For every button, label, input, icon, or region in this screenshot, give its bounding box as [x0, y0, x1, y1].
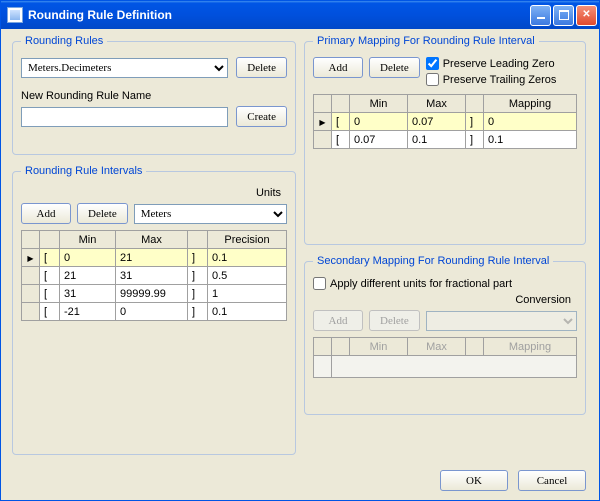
window-title: Rounding Rule Definition [28, 8, 530, 22]
table-row[interactable]: [00.07]0 [314, 113, 577, 131]
secondary-delete-button: Delete [369, 310, 420, 331]
secondary-table: Min Max Mapping [313, 337, 577, 378]
units-label: Units [21, 187, 287, 199]
primary-delete-button[interactable]: Delete [369, 57, 420, 78]
row-pointer-icon [27, 252, 33, 264]
intervals-add-button[interactable]: Add [21, 203, 71, 224]
ok-button[interactable]: OK [440, 470, 508, 491]
col-min: Min [60, 231, 116, 249]
col-precision: Precision [208, 231, 287, 249]
preserve-trailing-checkbox[interactable]: Preserve Trailing Zeros [426, 73, 577, 86]
table-row[interactable]: [3199999.99]1 [22, 285, 287, 303]
minimize-button[interactable] [530, 5, 551, 26]
intervals-table[interactable]: Min Max Precision [021]0.1 [2131]0.5 [31… [21, 230, 287, 321]
units-select[interactable]: Meters [134, 204, 287, 224]
pcol-mapping: Mapping [484, 95, 577, 113]
table-row[interactable]: [021]0.1 [22, 249, 287, 267]
pcol-max: Max [408, 95, 466, 113]
rules-delete-button[interactable]: Delete [236, 57, 287, 78]
cancel-button[interactable]: Cancel [518, 470, 586, 491]
table-row[interactable]: [0.070.1]0.1 [314, 131, 577, 149]
apply-fractional-checkbox[interactable]: Apply different units for fractional par… [313, 277, 577, 290]
create-button[interactable]: Create [236, 106, 287, 127]
app-icon [7, 7, 23, 23]
maximize-button[interactable] [553, 5, 574, 26]
secondary-legend: Secondary Mapping For Rounding Rule Inte… [313, 255, 553, 267]
row-pointer-icon [319, 116, 325, 128]
rounding-rule-select[interactable]: Meters.Decimeters [21, 58, 228, 78]
conversion-select [426, 311, 577, 331]
intervals-delete-button[interactable]: Delete [77, 203, 128, 224]
pcol-min: Min [350, 95, 408, 113]
table-row[interactable]: [-210]0.1 [22, 303, 287, 321]
col-max: Max [116, 231, 188, 249]
primary-table[interactable]: Min Max Mapping [00.07]0 [0.070.1]0.1 [313, 94, 577, 149]
conversion-label: Conversion [313, 294, 577, 306]
preserve-leading-checkbox[interactable]: Preserve Leading Zero [426, 57, 577, 70]
table-row[interactable]: [2131]0.5 [22, 267, 287, 285]
primary-add-button[interactable]: Add [313, 57, 363, 78]
new-rule-name-label: New Rounding Rule Name [21, 90, 287, 102]
intervals-legend: Rounding Rule Intervals [21, 165, 146, 177]
primary-legend: Primary Mapping For Rounding Rule Interv… [313, 35, 539, 47]
close-button[interactable] [576, 5, 597, 26]
rounding-rules-legend: Rounding Rules [21, 35, 107, 47]
new-rule-name-input[interactable] [21, 107, 228, 127]
secondary-add-button: Add [313, 310, 363, 331]
